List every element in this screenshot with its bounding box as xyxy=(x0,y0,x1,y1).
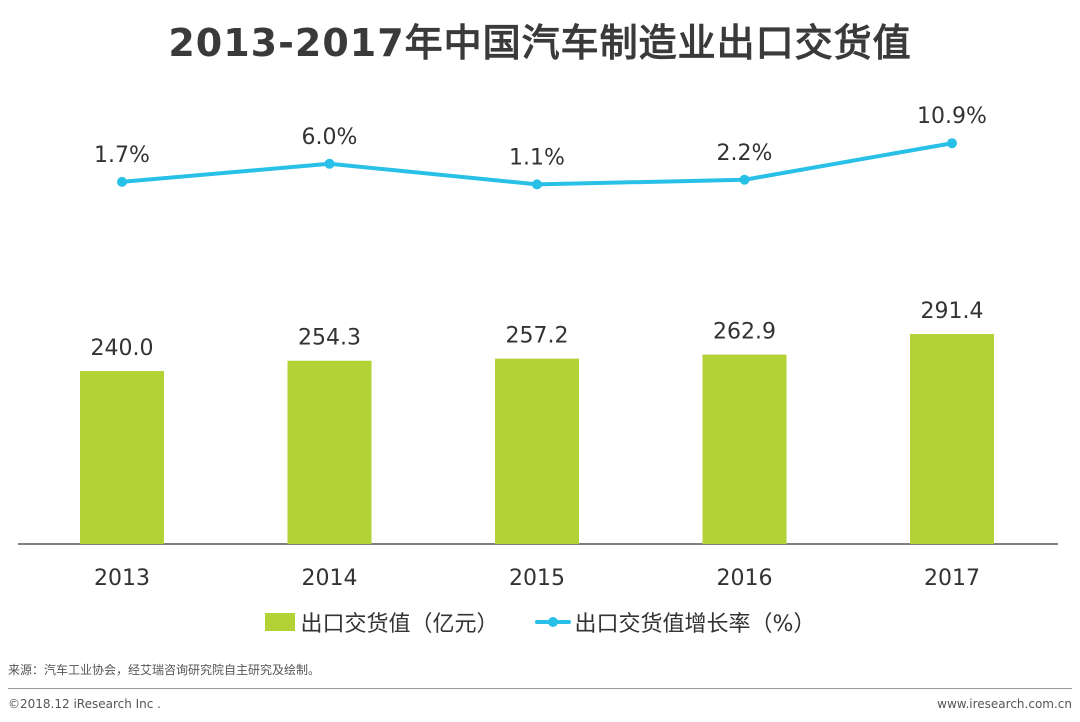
bar-2013 xyxy=(80,371,164,544)
legend-line-swatch xyxy=(534,613,571,631)
bar-2014 xyxy=(287,360,372,544)
bars-layer: 240.0 254.3 257.2 262.9 291.4 xyxy=(80,299,994,544)
legend-bar-label: 出口交货值（亿元） xyxy=(300,612,499,637)
legend-item-bar: 出口交货值（亿元） xyxy=(264,606,499,638)
bar-value-label-2016: 262.9 xyxy=(713,320,776,345)
x-tick-2017: 2017 xyxy=(924,566,980,591)
x-ticks-layer: 2013 2014 2015 2016 2017 xyxy=(94,566,980,591)
source-note: 来源：汽车工业协会，经艾瑞咨询研究院自主研究及绘制。 xyxy=(8,663,321,677)
x-tick-2014: 2014 xyxy=(302,566,358,591)
growth-label-2015: 1.1% xyxy=(509,145,565,170)
website-text: www.iresearch.com.cn xyxy=(937,697,1072,711)
growth-label-2017: 10.9% xyxy=(917,104,987,129)
legend-line-label: 出口交货值增长率（%） xyxy=(574,612,816,637)
growth-point-2015 xyxy=(532,179,542,190)
bar-value-label-2013: 240.0 xyxy=(91,336,154,361)
legend-bar-swatch xyxy=(264,613,295,631)
chart-title: 2013-2017年中国汽车制造业出口交货值 xyxy=(168,21,912,65)
growth-point-2017 xyxy=(947,138,957,149)
chart-plot: 240.0 254.3 257.2 262.9 291.4 1.7% 6.0% 1.1% 2.… xyxy=(18,104,1058,591)
growth-point-2016 xyxy=(739,174,750,185)
bar-2015 xyxy=(495,358,579,544)
bar-value-label-2017: 291.4 xyxy=(921,299,984,324)
bar-2017 xyxy=(910,334,994,544)
copyright-text: ©2018.12 iResearch Inc . xyxy=(8,697,161,711)
bar-value-label-2014: 254.3 xyxy=(298,326,361,351)
footer-divider xyxy=(8,688,1072,689)
legend: 出口交货值（亿元） 出口交货值增长率（%） xyxy=(0,606,1080,638)
bar-2016 xyxy=(702,354,787,544)
growth-label-2016: 2.2% xyxy=(717,141,773,166)
growth-point-2013 xyxy=(117,176,127,187)
growth-label-2013: 1.7% xyxy=(94,143,150,168)
legend-item-line: 出口交货值增长率（%） xyxy=(534,606,816,638)
bar-value-label-2015: 257.2 xyxy=(506,324,569,349)
growth-line-layer: 1.7% 6.0% 1.1% 2.2% 10.9% xyxy=(94,104,987,190)
x-tick-2013: 2013 xyxy=(94,566,150,591)
growth-label-2014: 6.0% xyxy=(302,125,358,150)
growth-point-2014 xyxy=(324,158,335,169)
x-tick-2016: 2016 xyxy=(717,566,773,591)
x-tick-2015: 2015 xyxy=(509,566,565,591)
